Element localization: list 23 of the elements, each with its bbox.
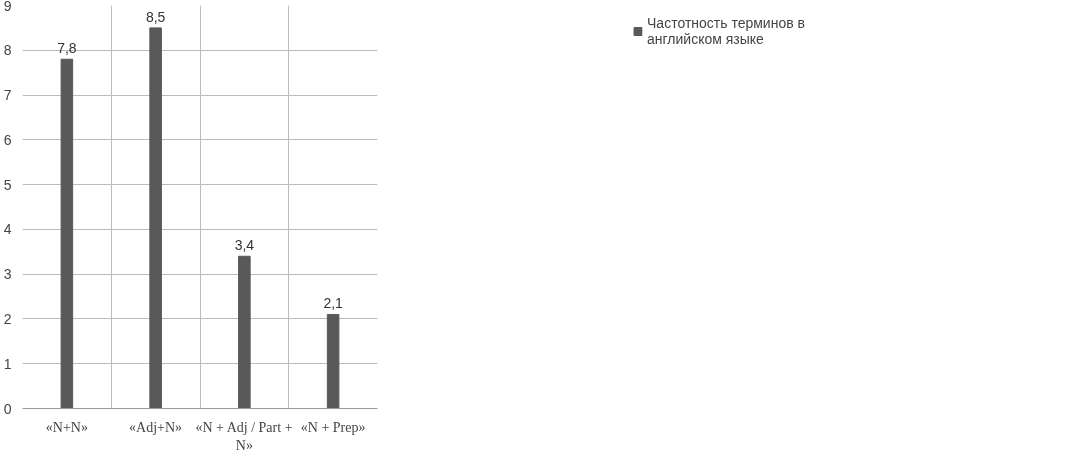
bar xyxy=(238,255,251,409)
data-label: 3,4 xyxy=(234,237,255,254)
bar xyxy=(60,58,74,409)
data-label: 8,5 xyxy=(145,8,166,25)
y-tick-label: 6 xyxy=(3,131,12,148)
y-tick-label: 1 xyxy=(3,355,12,372)
y-tick-label: 9 xyxy=(3,0,12,14)
x-tick-label: «N + Prep» xyxy=(300,419,366,435)
data-label: 7,8 xyxy=(57,40,77,57)
x-tick-label: «N + Adj / Part + N» xyxy=(195,419,293,453)
y-tick-label: 2 xyxy=(3,310,12,327)
x-tick-label: «N+N» xyxy=(45,419,88,435)
y-tick-label: 5 xyxy=(3,176,12,193)
y-tick-label: 8 xyxy=(3,42,12,59)
legend-label: Частотность терминов в английском языке xyxy=(647,15,805,47)
data-label: 2,1 xyxy=(323,295,344,312)
bar xyxy=(326,313,340,409)
bar xyxy=(149,27,162,409)
y-tick-label: 3 xyxy=(3,266,12,283)
y-tick-label: 0 xyxy=(3,400,12,417)
y-tick-label: 4 xyxy=(3,221,12,238)
x-tick-label: «Adj+N» xyxy=(129,419,183,435)
y-tick-label: 7 xyxy=(3,87,12,104)
